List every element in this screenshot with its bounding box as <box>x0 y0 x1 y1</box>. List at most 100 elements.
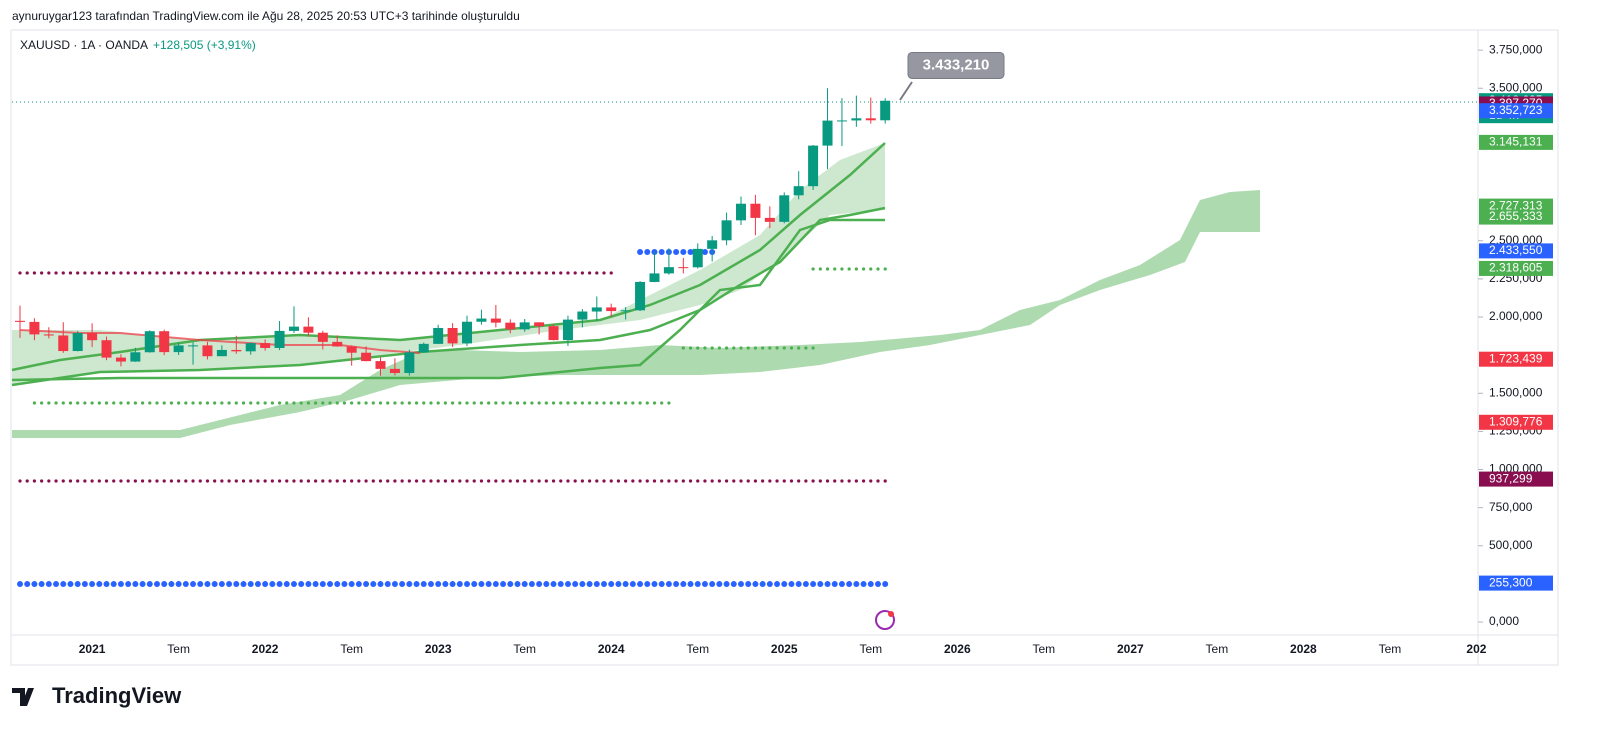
level-dot <box>190 581 197 588</box>
level-dot <box>701 581 708 588</box>
level-dot <box>580 479 584 483</box>
level-dot <box>184 271 188 275</box>
level-dot <box>825 267 830 271</box>
level-dot <box>177 479 181 483</box>
level-dot <box>768 479 772 483</box>
level-dot <box>125 581 132 588</box>
level-dot <box>601 581 608 588</box>
level-dot <box>436 271 440 275</box>
level-dot <box>54 401 58 405</box>
level-dot <box>292 401 296 405</box>
callout-box <box>907 51 1005 79</box>
level-dot <box>537 271 541 275</box>
level-dot <box>391 581 398 588</box>
level-dot <box>595 401 599 405</box>
level-dot <box>883 479 887 483</box>
level-dot <box>465 479 469 483</box>
level-dot <box>227 401 231 405</box>
level-dot <box>263 479 267 483</box>
candle-body <box>346 346 357 353</box>
price-tag-label: 1.309,776 <box>1489 414 1543 428</box>
level-dot <box>155 479 159 483</box>
level-dot <box>724 479 729 483</box>
level-dot <box>371 401 375 405</box>
level-dot <box>126 401 130 405</box>
level-dot <box>595 479 599 483</box>
level-dot <box>551 271 556 275</box>
level-dot <box>117 581 124 588</box>
level-dot <box>386 479 390 483</box>
level-dot <box>169 401 174 405</box>
level-dot <box>667 401 671 405</box>
level-dot <box>443 271 447 275</box>
level-dot <box>550 581 557 588</box>
level-dot <box>422 401 426 405</box>
level-dot <box>658 581 665 588</box>
level-dot <box>854 479 858 483</box>
level-dot <box>867 581 874 588</box>
x-tick-label: 202 <box>1466 642 1486 656</box>
level-dot <box>378 479 383 483</box>
candle-body <box>260 343 271 348</box>
level-dot <box>96 581 103 588</box>
level-dot <box>191 271 195 275</box>
level-dot <box>688 346 693 350</box>
candle-body <box>793 186 804 196</box>
level-dot <box>882 581 889 588</box>
level-dot <box>299 479 303 483</box>
level-dot <box>789 346 794 350</box>
level-dot <box>501 401 505 405</box>
level-dot <box>804 479 808 483</box>
y-tick-label: 1.500,000 <box>1489 385 1543 399</box>
level-dot <box>104 401 109 405</box>
level-dot <box>853 581 860 588</box>
level-dot <box>717 346 721 350</box>
level-dot <box>256 479 260 483</box>
level-dot <box>818 479 822 483</box>
level-dot <box>233 581 240 588</box>
level-dot <box>696 346 700 350</box>
level-dot <box>81 581 88 588</box>
level-dot <box>739 346 743 350</box>
candle-body <box>433 328 444 344</box>
level-dot <box>355 581 362 588</box>
level-dot <box>38 581 45 588</box>
level-dot <box>723 581 730 588</box>
candle-body <box>159 331 170 353</box>
level-dot <box>148 479 152 483</box>
level-dot <box>220 479 224 483</box>
level-dot <box>658 249 665 256</box>
candle-body <box>274 330 285 348</box>
x-tick-label: Tem <box>859 642 882 656</box>
candle-body <box>231 349 242 352</box>
level-dot <box>89 581 96 588</box>
x-tick-label: 2027 <box>1117 642 1144 656</box>
level-dot <box>795 581 802 588</box>
level-dot <box>414 401 419 405</box>
candle-body <box>58 335 69 352</box>
level-dot <box>378 401 383 405</box>
level-dot <box>559 271 563 275</box>
candle-body <box>865 118 876 121</box>
level-dot <box>68 479 73 483</box>
level-dot <box>479 479 484 483</box>
level-dot <box>205 271 210 275</box>
level-dot <box>31 581 38 588</box>
level-dot <box>782 346 786 350</box>
level-dot <box>673 249 680 256</box>
level-dot <box>544 271 548 275</box>
price-tag-label: 937,299 <box>1489 471 1533 485</box>
candle-body <box>15 320 25 322</box>
level-dot <box>732 479 736 483</box>
level-dot <box>761 479 765 483</box>
level-dot <box>90 479 94 483</box>
price-tag <box>1479 414 1553 430</box>
level-dot <box>688 479 693 483</box>
level-dot <box>204 581 211 588</box>
level-dot <box>177 271 181 275</box>
level-dot <box>602 271 606 275</box>
level-dot <box>652 479 657 483</box>
candle-body <box>750 203 761 218</box>
level-dot <box>126 479 130 483</box>
